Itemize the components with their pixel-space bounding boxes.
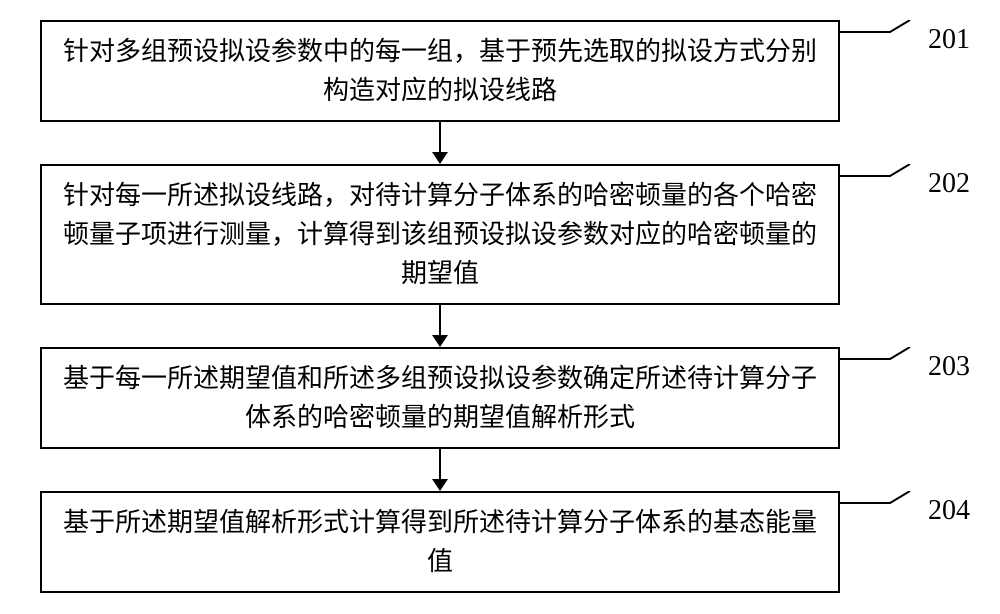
arrow-down-icon [428, 305, 452, 347]
arrow-down [40, 122, 840, 164]
step-box-203: 基于每一所述期望值和所述多组预设拟设参数确定所述待计算分子体系的哈密顿量的期望值… [40, 347, 840, 449]
label-connector: 202 [840, 164, 960, 305]
flow-row: 基于每一所述期望值和所述多组预设拟设参数确定所述待计算分子体系的哈密顿量的期望值… [40, 347, 960, 449]
step-text: 基于每一所述期望值和所述多组预设拟设参数确定所述待计算分子体系的哈密顿量的期望值… [58, 359, 822, 437]
step-text: 针对多组预设拟设参数中的每一组，基于预先选取的拟设方式分别构造对应的拟设线路 [58, 32, 822, 110]
label-connector: 201 [840, 20, 960, 122]
arrow-down-icon [428, 122, 452, 164]
label-connector: 203 [840, 347, 960, 449]
arrow-down [40, 449, 840, 491]
flow-row: 基于所述期望值解析形式计算得到所述待计算分子体系的基态能量值 204 [40, 491, 960, 593]
step-box-202: 针对每一所述拟设线路，对待计算分子体系的哈密顿量的各个哈密顿量子项进行测量，计算… [40, 164, 840, 305]
step-label: 204 [928, 495, 970, 527]
arrow-down [40, 305, 840, 347]
step-label: 201 [928, 24, 970, 56]
step-text: 针对每一所述拟设线路，对待计算分子体系的哈密顿量的各个哈密顿量子项进行测量，计算… [58, 176, 822, 293]
label-connector: 204 [840, 491, 960, 593]
step-label: 203 [928, 351, 970, 383]
flow-row: 针对多组预设拟设参数中的每一组，基于预先选取的拟设方式分别构造对应的拟设线路 2… [40, 20, 960, 122]
flowchart: 针对多组预设拟设参数中的每一组，基于预先选取的拟设方式分别构造对应的拟设线路 2… [40, 20, 960, 593]
arrow-down-icon [428, 449, 452, 491]
flow-row: 针对每一所述拟设线路，对待计算分子体系的哈密顿量的各个哈密顿量子项进行测量，计算… [40, 164, 960, 305]
step-box-201: 针对多组预设拟设参数中的每一组，基于预先选取的拟设方式分别构造对应的拟设线路 [40, 20, 840, 122]
step-box-204: 基于所述期望值解析形式计算得到所述待计算分子体系的基态能量值 [40, 491, 840, 593]
step-text: 基于所述期望值解析形式计算得到所述待计算分子体系的基态能量值 [58, 503, 822, 581]
step-label: 202 [928, 168, 970, 200]
